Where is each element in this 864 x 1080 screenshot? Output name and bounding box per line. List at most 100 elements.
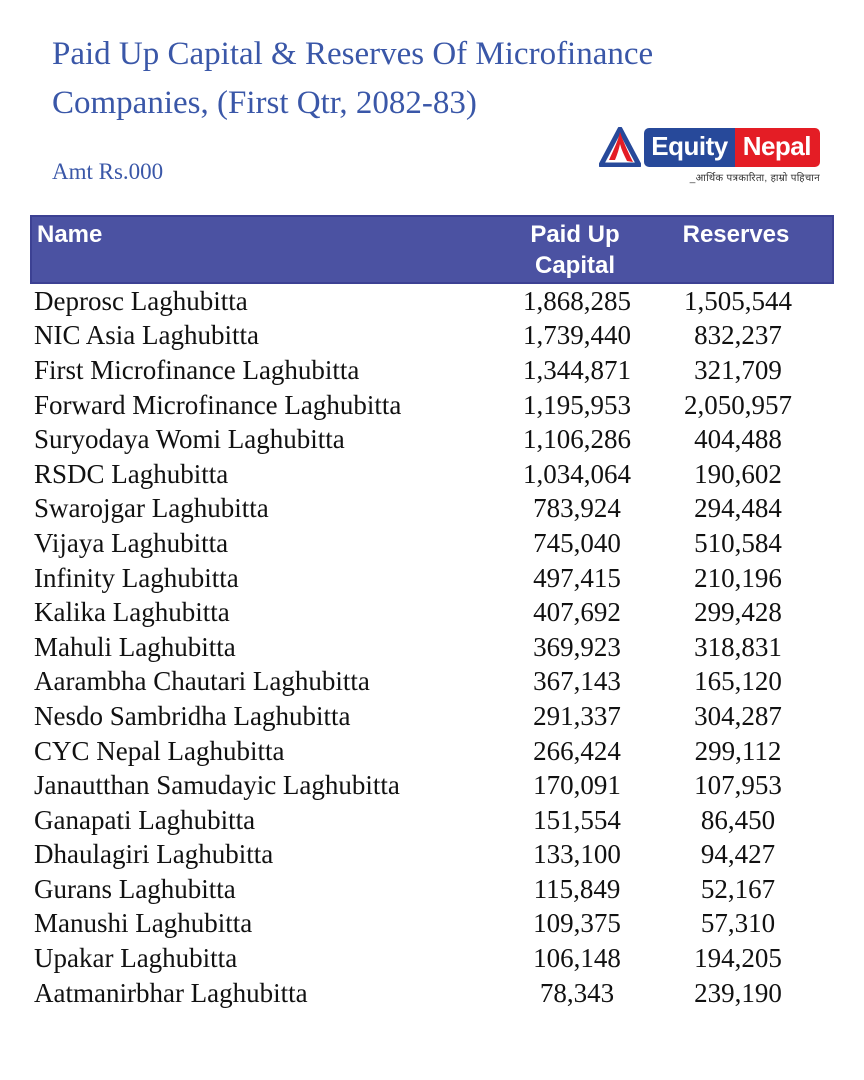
paid-up-capital-value: 1,739,440 <box>523 320 631 351</box>
reserves-value: 294,484 <box>694 493 782 524</box>
company-name: Vijaya Laghubitta <box>34 527 229 558</box>
equity-nepal-logo: Equity Nepal _आर्थिक पत्रकारिता, हाम्रो प… <box>599 127 820 184</box>
table-row: Ganapati Laghubitta 151,554 86,450 <box>30 803 834 838</box>
paid-up-capital-value: 170,091 <box>533 770 621 801</box>
company-name: Aatmanirbhar Laghubitta <box>34 977 308 1008</box>
paid-up-capital-value: 291,337 <box>533 700 621 731</box>
paid-up-capital-value: 115,849 <box>533 873 621 904</box>
company-name: NIC Asia Laghubitta <box>34 320 259 351</box>
paid-up-capital-value: 1,034,064 <box>523 458 631 489</box>
company-name: First Microfinance Laghubitta <box>34 354 360 385</box>
paid-up-capital-value: 497,415 <box>533 562 621 593</box>
reserves-value: 57,310 <box>700 908 776 939</box>
company-name: Suryodaya Womi Laghubitta <box>34 424 345 455</box>
table-row: Manushi Laghubitta 109,375 57,310 <box>30 907 834 942</box>
company-name: Janautthan Samudayic Laghubitta <box>34 770 400 801</box>
table-row: Gurans Laghubitta 115,849 52,167 <box>30 872 834 907</box>
reserves-value: 832,237 <box>694 320 782 351</box>
table-row: Swarojgar Laghubitta 783,924 294,484 <box>30 492 834 527</box>
paid-up-capital-value: 151,554 <box>533 804 621 835</box>
table-header-row: Name Paid Up Capital Reserves <box>30 215 834 284</box>
company-name: Gurans Laghubitta <box>34 873 236 904</box>
table-row: Nesdo Sambridha Laghubitta 291,337 304,2… <box>30 699 834 734</box>
reserves-value: 52,167 <box>700 873 776 904</box>
reserves-value: 194,205 <box>694 943 782 974</box>
table-row: Forward Microfinance Laghubitta 1,195,95… <box>30 388 834 423</box>
reserves-value: 165,120 <box>694 666 782 697</box>
paid-up-capital-value: 1,344,871 <box>523 354 631 385</box>
table-row: Aarambha Chautari Laghubitta 367,143 165… <box>30 665 834 700</box>
table-row: Upakar Laghubitta 106,148 194,205 <box>30 941 834 976</box>
logo-text-nepal: Nepal <box>734 127 820 167</box>
company-name: Deprosc Laghubitta <box>34 285 248 316</box>
reserves-value: 318,831 <box>694 631 782 662</box>
reserves-value: 299,112 <box>694 735 782 766</box>
reserves-value: 239,190 <box>694 977 782 1008</box>
table-body: Deprosc Laghubitta 1,868,285 1,505,544 N… <box>30 284 834 1010</box>
paid-up-capital-value: 109,375 <box>533 908 621 939</box>
company-name: Nesdo Sambridha Laghubitta <box>34 700 351 731</box>
company-name: RSDC Laghubitta <box>34 458 229 489</box>
paid-up-capital-value: 78,343 <box>539 977 615 1008</box>
column-header-paid-up-capital: Paid Up Capital <box>530 221 620 279</box>
company-name: Mahuli Laghubitta <box>34 631 236 662</box>
reserves-value: 86,450 <box>700 804 776 835</box>
paid-up-capital-value: 367,143 <box>533 666 621 697</box>
reserves-value: 2,050,957 <box>684 389 792 420</box>
company-name: Dhaulagiri Laghubitta <box>34 839 274 870</box>
table-row: Deprosc Laghubitta 1,868,285 1,505,544 <box>30 284 834 319</box>
column-header-reserves: Reserves <box>682 221 790 248</box>
company-name: Ganapati Laghubitta <box>34 804 256 835</box>
paid-up-capital-value: 106,148 <box>533 943 621 974</box>
company-name: Upakar Laghubitta <box>34 943 238 974</box>
mountain-triangle-icon <box>599 127 642 167</box>
page-title-line1: Paid Up Capital & Reserves Of Microfinan… <box>52 36 654 72</box>
paid-up-capital-value: 1,868,285 <box>523 285 631 316</box>
company-name: Kalika Laghubitta <box>34 597 230 628</box>
paid-up-capital-value: 369,923 <box>533 631 621 662</box>
logo-wordmark: Equity Nepal <box>599 127 820 167</box>
paid-up-capital-value: 745,040 <box>533 527 621 558</box>
paid-up-capital-value: 407,692 <box>533 597 621 628</box>
table-row: Kalika Laghubitta 407,692 299,428 <box>30 595 834 630</box>
company-name: Infinity Laghubitta <box>34 562 239 593</box>
table-row: Dhaulagiri Laghubitta 133,100 94,427 <box>30 838 834 873</box>
reserves-value: 299,428 <box>694 597 782 628</box>
company-name: Swarojgar Laghubitta <box>34 493 269 524</box>
reserves-value: 94,427 <box>700 839 776 870</box>
reserves-value: 210,196 <box>694 562 782 593</box>
data-table: Name Paid Up Capital Reserves Deprosc La… <box>30 215 834 1010</box>
page-title: Paid Up Capital & Reserves Of Microfinan… <box>52 30 772 128</box>
paid-up-capital-value: 266,424 <box>533 735 621 766</box>
table-row: First Microfinance Laghubitta 1,344,871 … <box>30 353 834 388</box>
reserves-value: 321,709 <box>694 354 782 385</box>
table-row: Janautthan Samudayic Laghubitta 170,091 … <box>30 768 834 803</box>
table-row: Vijaya Laghubitta 745,040 510,584 <box>30 526 834 561</box>
company-name: Forward Microfinance Laghubitta <box>34 389 402 420</box>
table-row: NIC Asia Laghubitta 1,739,440 832,237 <box>30 319 834 354</box>
table-row: CYC Nepal Laghubitta 266,424 299,112 <box>30 734 834 769</box>
reserves-value: 510,584 <box>694 527 782 558</box>
amount-unit-label: Amt Rs.000 <box>52 159 164 184</box>
table-row: Infinity Laghubitta 497,415 210,196 <box>30 561 834 596</box>
table-row: RSDC Laghubitta 1,034,064 190,602 <box>30 457 834 492</box>
reserves-value: 304,287 <box>694 700 782 731</box>
table-row: Aatmanirbhar Laghubitta 78,343 239,190 <box>30 976 834 1011</box>
paid-up-capital-value: 783,924 <box>533 493 621 524</box>
logo-tagline: _आर्थिक पत्रकारिता, हाम्रो पहिचान <box>689 173 820 184</box>
reserves-value: 1,505,544 <box>684 285 792 316</box>
column-header-name: Name <box>37 221 103 248</box>
page-title-line2: Companies, (First Qtr, 2082-83) <box>52 85 477 121</box>
company-name: Aarambha Chautari Laghubitta <box>34 666 370 697</box>
table-row: Mahuli Laghubitta 369,923 318,831 <box>30 630 834 665</box>
reserves-value: 107,953 <box>694 770 782 801</box>
paid-up-capital-value: 1,106,286 <box>523 424 631 455</box>
paid-up-capital-value: 1,195,953 <box>523 389 631 420</box>
logo-text-equity: Equity <box>644 127 735 167</box>
table-row: Suryodaya Womi Laghubitta 1,106,286 404,… <box>30 422 834 457</box>
paid-up-capital-value: 133,100 <box>533 839 621 870</box>
reserves-value: 190,602 <box>694 458 782 489</box>
reserves-value: 404,488 <box>694 424 782 455</box>
company-name: Manushi Laghubitta <box>34 908 253 939</box>
company-name: CYC Nepal Laghubitta <box>34 735 285 766</box>
